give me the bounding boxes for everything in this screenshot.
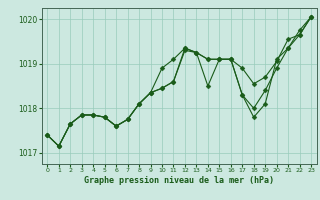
X-axis label: Graphe pression niveau de la mer (hPa): Graphe pression niveau de la mer (hPa)	[84, 176, 274, 185]
